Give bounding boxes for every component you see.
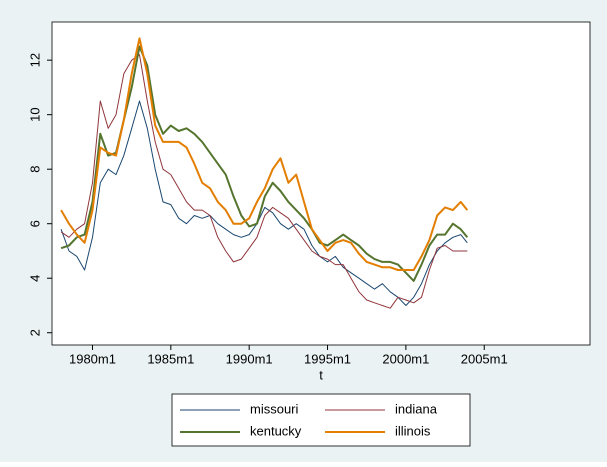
legend-label: missouri (250, 401, 299, 416)
legend-label: illinois (395, 423, 431, 438)
y-tick-label: 10 (27, 107, 42, 121)
y-tick-label: 12 (27, 53, 42, 67)
plot-area (51, 21, 591, 346)
x-axis-label: t (319, 367, 323, 382)
x-tick-label: 2000m1 (382, 351, 429, 366)
x-tick-label: 1980m1 (69, 351, 116, 366)
x-tick-label: 1985m1 (147, 351, 194, 366)
y-tick-label: 4 (27, 275, 42, 282)
x-tick-label: 1995m1 (304, 351, 351, 366)
x-tick-label: 1990m1 (226, 351, 273, 366)
series-line (60, 100, 468, 306)
series-line (60, 37, 469, 271)
legend-label: kentucky (250, 423, 302, 438)
x-tick-label: 2005m1 (461, 351, 508, 366)
y-tick-label: 6 (27, 220, 42, 227)
series-line (60, 54, 468, 309)
series-line (60, 45, 469, 282)
y-tick-label: 2 (27, 329, 42, 336)
legend (171, 393, 471, 447)
legend-label: indiana (395, 401, 438, 416)
y-tick-label: 8 (27, 166, 42, 173)
